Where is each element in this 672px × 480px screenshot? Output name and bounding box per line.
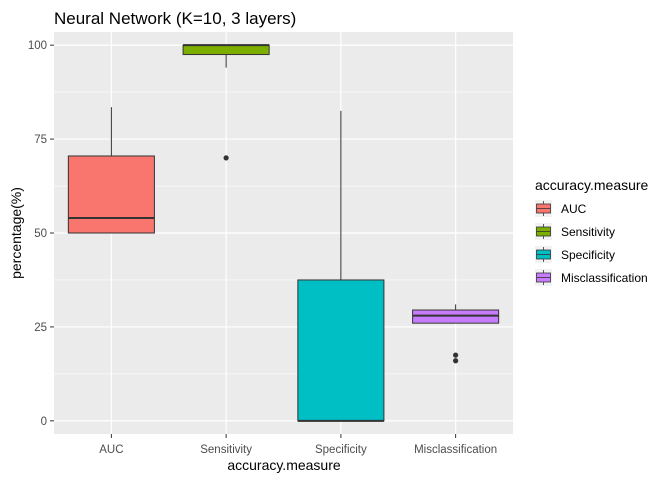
legend-key [535,246,552,263]
box-body [182,44,270,56]
legend-key [535,200,552,217]
y-axis: 0 25 50 75 100 [28,40,54,428]
legend-label: Sensitivity [561,225,615,239]
legend-key [535,269,552,286]
y-tick-label: 0 [41,416,47,428]
x-tick-label: AUC [99,444,123,456]
outlier-point [453,352,459,358]
y-axis-title: percentage(%) [8,187,24,279]
box-misclassification [412,304,500,364]
plot-panel [54,32,513,434]
box-body [297,279,385,422]
legend-label: Specificity [561,248,615,262]
legend: accuracy.measure AUC Sensitivity Specifici… [535,177,649,286]
legend-label: Misclassification [561,271,648,285]
x-axis-title: accuracy.measure [227,457,341,473]
x-tick-label: Sensitivity [200,444,252,456]
x-tick-label: Specificity [315,444,367,456]
box-auc [67,107,155,234]
outlier-point [453,358,459,364]
legend-key [535,223,552,240]
y-tick-label: 25 [34,322,47,334]
x-tick-label: Misclassification [414,444,497,456]
legend-label: AUC [561,202,587,216]
y-tick-label: 75 [34,134,47,146]
y-tick-label: 100 [28,40,47,52]
chart-title: Neural Network (K=10, 3 layers) [54,9,296,28]
box-body [67,155,155,234]
x-axis: AUC Sensitivity Specificity Misclassificati… [99,434,497,456]
legend-title: accuracy.measure [535,177,649,193]
outlier-point [223,155,229,161]
box-sensitivity [182,44,270,161]
y-tick-label: 50 [34,228,47,240]
box-specificity [297,110,385,422]
